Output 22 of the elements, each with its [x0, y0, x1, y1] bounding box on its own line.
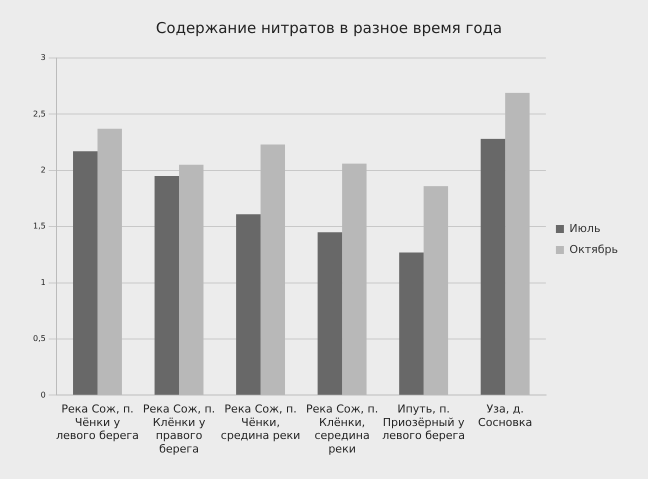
chart-title: Содержание нитратов в разное время года [156, 18, 502, 37]
y-tick-label: 3 [40, 53, 46, 62]
x-tick-label: Река Сож, п. Чёнки у левого берега [56, 402, 139, 442]
y-tick-label: 0 [40, 390, 46, 400]
x-tick-label: Река Сож, п. Клёнки у правого берега [142, 402, 216, 456]
bar [236, 214, 261, 395]
bar [318, 232, 342, 395]
x-tick-label: Уза, д. Сосновка [478, 402, 532, 429]
y-tick-label: 1,5 [32, 222, 46, 231]
bar [73, 151, 98, 395]
legend-label: Июль [569, 222, 600, 235]
bar [399, 252, 424, 395]
y-tick-label: 0,5 [32, 334, 46, 344]
bar [154, 176, 180, 395]
bar [480, 138, 506, 395]
x-tick-label: Река Сож, п. Клёнки, середина реки [306, 402, 378, 456]
x-tick-label: Ипуть, п. Приозёрный у левого берега [382, 402, 466, 442]
y-tick-label: 2 [40, 165, 46, 174]
x-tick-label: Река Сож, п. Чёнки, средина реки [220, 402, 300, 442]
y-tick-label: 1 [40, 278, 46, 287]
legend-label: Октябрь [569, 242, 618, 256]
y-tick-label: 2,5 [32, 109, 46, 118]
